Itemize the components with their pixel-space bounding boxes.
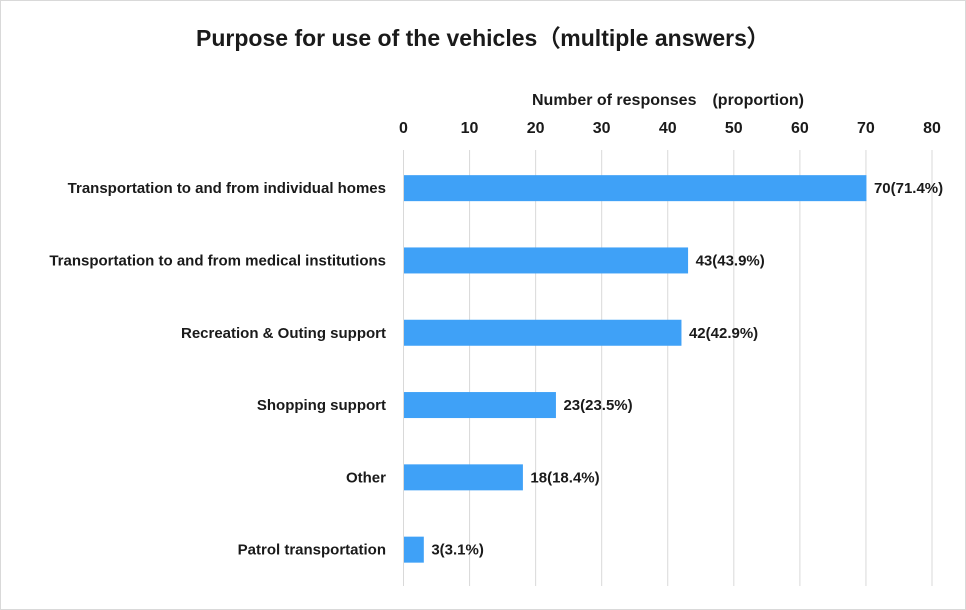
data-label-1: 43(43.9%) <box>696 252 765 269</box>
bar-2 <box>404 319 682 346</box>
category-label-3: Shopping support <box>257 397 386 414</box>
bar-4 <box>404 464 523 491</box>
x-tick-label-30: 30 <box>593 120 611 137</box>
bars <box>404 175 867 563</box>
data-labels: 70(71.4%) 43(43.9%) 42(42.9%) 23(23.5%) 18(1… <box>431 180 943 559</box>
x-axis-ticks: 0 10 20 30 40 50 60 70 80 <box>399 120 941 137</box>
bar-5 <box>404 536 424 563</box>
x-tick-label-60: 60 <box>791 120 809 137</box>
data-label-0: 70(71.4%) <box>874 180 943 197</box>
category-label-2: Recreation & Outing support <box>181 325 386 342</box>
data-label-4: 18(18.4%) <box>530 469 599 486</box>
bar-0 <box>404 175 867 202</box>
chart-title: Purpose for use of the vehicles（multiple… <box>196 25 770 51</box>
category-label-0: Transportation to and from individual ho… <box>68 180 386 197</box>
gridlines <box>403 150 933 586</box>
x-tick-label-70: 70 <box>857 120 875 137</box>
x-tick-label-40: 40 <box>659 120 677 137</box>
x-tick-label-80: 80 <box>923 120 941 137</box>
x-tick-label-0: 0 <box>399 120 408 137</box>
data-label-5: 3(3.1%) <box>431 542 484 559</box>
data-label-3: 23(23.5%) <box>563 397 632 414</box>
category-labels: Transportation to and from individual ho… <box>49 180 386 559</box>
x-tick-label-20: 20 <box>527 120 545 137</box>
category-label-4: Other <box>346 469 386 486</box>
category-label-1: Transportation to and from medical insti… <box>49 252 386 269</box>
x-tick-label-50: 50 <box>725 120 743 137</box>
category-label-5: Patrol transportation <box>238 542 386 559</box>
x-tick-label-10: 10 <box>461 120 479 137</box>
x-axis-title: Number of responses (proportion) <box>532 92 804 109</box>
bar-1 <box>404 247 689 274</box>
data-label-2: 42(42.9%) <box>689 325 758 342</box>
bar-3 <box>404 392 556 419</box>
